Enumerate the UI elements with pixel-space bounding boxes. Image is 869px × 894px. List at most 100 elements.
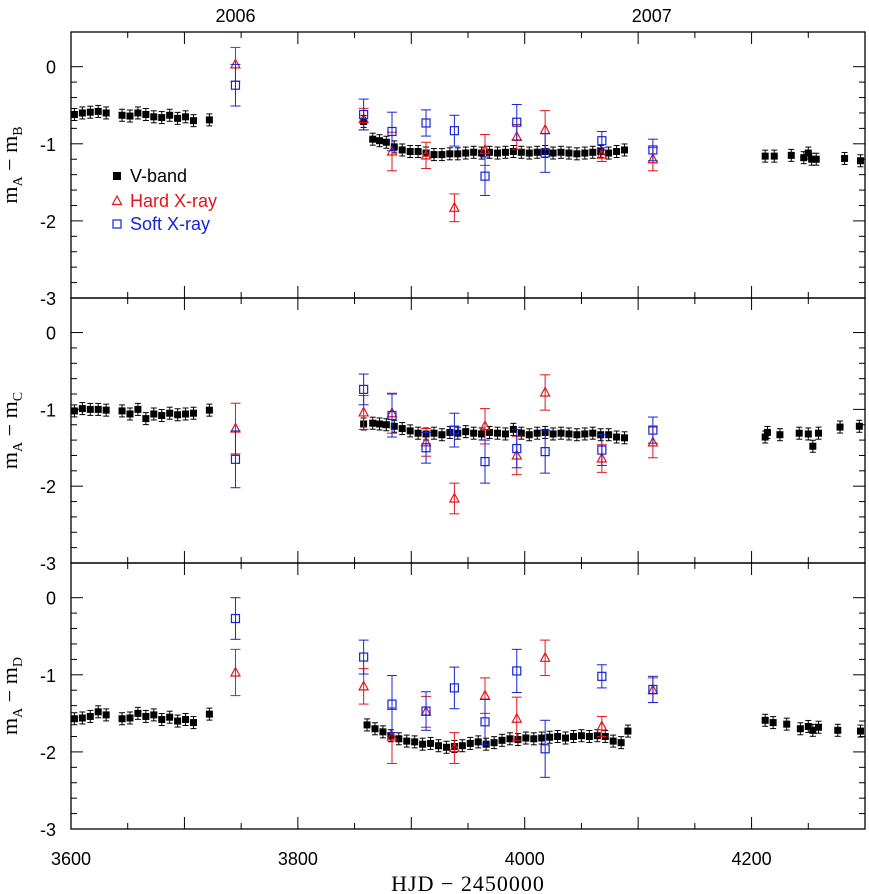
vband-point (205, 710, 213, 718)
vband-point (589, 429, 597, 437)
soft-xray-point (648, 684, 658, 695)
vband-point (382, 421, 390, 429)
soft-xray-point (230, 613, 241, 624)
vband-point (530, 735, 538, 743)
vband-point (787, 151, 795, 159)
y-tick-label: -3 (40, 820, 56, 840)
x-tick-label: 4200 (732, 849, 772, 869)
soft-xray-point (597, 671, 607, 681)
vband-point (783, 720, 791, 728)
x-axis-title: HJD − 2450000 (391, 871, 545, 894)
vband-point (182, 113, 190, 121)
vband-point (398, 146, 406, 154)
vband-point (174, 114, 182, 122)
soft-xray-point (387, 699, 397, 709)
vband-point (589, 148, 597, 156)
vband-point (501, 148, 509, 156)
hard-xray-point (358, 680, 370, 691)
vband-point (795, 429, 803, 437)
soft-xray-point (230, 80, 241, 90)
vband-point (493, 149, 501, 157)
year-label: 2006 (215, 6, 255, 26)
vband-point (585, 732, 593, 740)
axis-labels: 0-1-2-3mA − mB0-1-2-3mA − mC0-1-2-3mA − … (0, 6, 772, 894)
x-tick-label: 3600 (51, 849, 91, 869)
hard-xray-point (479, 419, 491, 431)
vband-point (158, 114, 166, 122)
vband-point (406, 148, 414, 156)
vband-point (809, 726, 817, 734)
legend-vband-marker (113, 172, 121, 180)
vband-point (166, 409, 174, 417)
vband-point (569, 732, 577, 740)
vband-point (517, 429, 525, 437)
vband-point (134, 109, 142, 117)
ylabel-m: m (0, 667, 22, 684)
hard-xray-point (539, 386, 551, 397)
vband-point (70, 715, 78, 723)
vband-point (506, 735, 514, 743)
ylabel-sub: C (11, 392, 26, 401)
vband-point (430, 429, 438, 437)
vband-point (102, 711, 110, 719)
soft-xray-point (540, 447, 550, 457)
y-tick-label: -1 (40, 135, 56, 155)
vband-point (525, 431, 533, 439)
vband-point (150, 711, 158, 719)
vband-point (501, 430, 509, 438)
soft-xray-point (387, 126, 397, 137)
hard-xray-point (386, 730, 398, 741)
vband-point (166, 713, 174, 721)
vband-point (190, 117, 198, 125)
hard-xray-point (448, 492, 460, 503)
hard-xray-point (229, 666, 241, 677)
soft-xray-point (480, 171, 490, 181)
vband-point (390, 143, 398, 151)
y-tick-label: -2 (40, 477, 56, 497)
soft-xray-point (480, 457, 490, 467)
soft-xray-point (421, 118, 431, 128)
vband-point (808, 155, 816, 163)
vband-point (435, 742, 443, 750)
soft-xray-point (597, 445, 607, 455)
vband-point (609, 737, 617, 745)
vband-point (855, 422, 863, 430)
vband-point (804, 149, 812, 157)
vband-point (390, 422, 398, 430)
vband-point (546, 733, 554, 741)
soft-xray-point (648, 145, 658, 155)
vband-point (814, 429, 822, 437)
y-tick-label: -1 (40, 666, 56, 686)
hard-xray-point (448, 201, 460, 212)
vband-point (78, 714, 86, 722)
vband-point (493, 429, 501, 437)
vband-point (474, 738, 482, 746)
vband-point (150, 113, 158, 121)
vband-point (605, 431, 613, 439)
vband-point (118, 111, 126, 119)
axis-ticks (70, 32, 866, 829)
vband-point (411, 738, 419, 746)
vband-point (398, 425, 406, 433)
vband-point (804, 722, 812, 730)
vband-point (514, 736, 522, 744)
vband-point (533, 148, 541, 156)
y-tick-label: -2 (40, 743, 56, 763)
ylabel-sub: A (11, 441, 26, 452)
vband-point (509, 148, 517, 156)
vband-point (205, 406, 213, 414)
vband-point (557, 429, 565, 437)
ylabel-sub: D (11, 657, 26, 667)
hard-xray-point (596, 148, 608, 159)
vband-point (462, 428, 470, 436)
vband-point (613, 148, 621, 156)
vband-point (363, 721, 371, 729)
vband-point (142, 415, 150, 423)
vband-point (573, 150, 581, 158)
vband-point (166, 111, 174, 119)
y-tick-label: -3 (40, 289, 56, 309)
vband-point (462, 149, 470, 157)
vband-point (190, 719, 198, 727)
data-marks (70, 46, 864, 778)
legend-label: V-band (130, 166, 187, 186)
